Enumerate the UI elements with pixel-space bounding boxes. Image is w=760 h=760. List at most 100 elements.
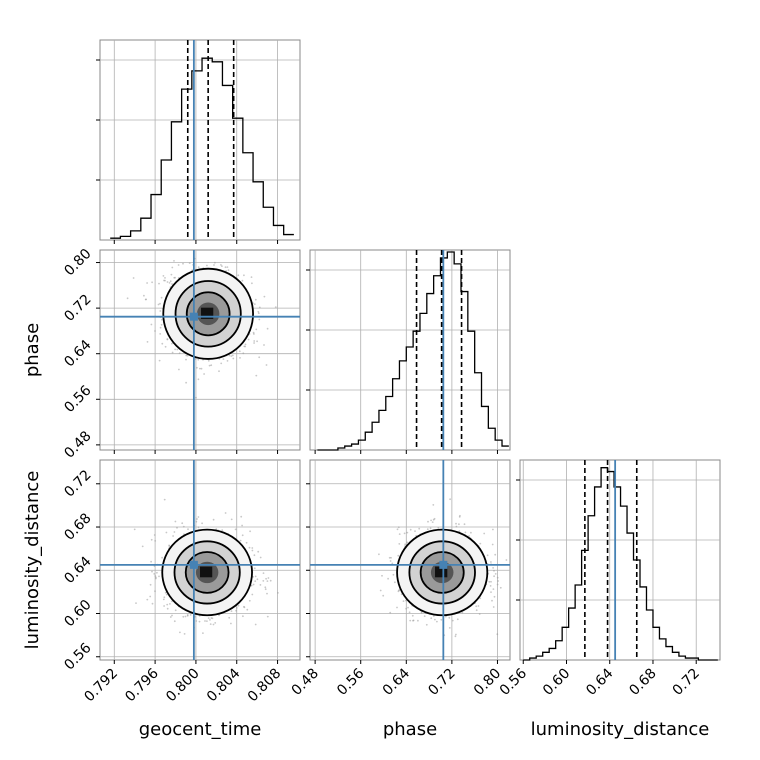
sample-point [479, 542, 482, 545]
sample-point [174, 609, 177, 612]
sample-point [247, 338, 250, 341]
sample-point [226, 360, 229, 362]
xtick-label-luminosity_distance-1: 0.60 [540, 666, 573, 699]
sample-point [195, 396, 197, 399]
sample-point [162, 598, 165, 601]
sample-point [258, 306, 261, 309]
sample-point [181, 522, 184, 525]
density-peak [200, 566, 213, 578]
sample-point [203, 373, 206, 375]
sample-point [150, 538, 153, 541]
sample-point [126, 297, 129, 300]
sample-point [143, 294, 145, 297]
sample-point [189, 614, 192, 616]
ytick-label-luminosity_distance-4: 0.72 [61, 467, 94, 500]
sample-point [207, 359, 210, 362]
sample-point [170, 273, 173, 276]
sample-point [405, 599, 407, 602]
sample-point [226, 266, 229, 268]
sample-point [505, 559, 508, 561]
sample-point [496, 583, 499, 586]
sample-point [218, 370, 220, 373]
sample-point [266, 592, 268, 595]
sample-point [156, 571, 158, 574]
xtick-label-phase-1: 0.56 [334, 665, 367, 698]
sample-point [162, 275, 165, 277]
sample-point [378, 553, 380, 556]
xtick-label-phase-0: 0.48 [289, 666, 322, 699]
sample-point [237, 274, 240, 277]
sample-point [133, 528, 136, 531]
histogram-luminosity_distance [523, 467, 718, 661]
sample-point [173, 260, 175, 262]
histogram-phase [317, 251, 509, 451]
sample-point [258, 318, 261, 321]
sample-point [169, 616, 172, 618]
sample-point [154, 330, 156, 332]
sample-point [426, 528, 429, 531]
sample-point [208, 364, 211, 367]
sample-point [164, 277, 166, 279]
sample-point [470, 531, 472, 534]
sample-point [182, 262, 184, 265]
sample-point [196, 518, 198, 520]
sample-point [164, 279, 166, 282]
sample-point [184, 615, 187, 618]
density-peak [435, 566, 448, 578]
sample-point [397, 526, 400, 529]
sample-point [186, 614, 189, 616]
sample-point [239, 357, 241, 359]
sample-point [197, 516, 200, 518]
sample-point [402, 600, 405, 602]
sample-point [201, 522, 204, 525]
sample-point [146, 282, 149, 284]
sample-point [197, 266, 200, 269]
sample-point [159, 326, 162, 329]
xtick-label-geocent_time-0: 0.792 [81, 666, 121, 706]
sample-point [171, 351, 174, 354]
xtick-label-luminosity_distance-0: 0.56 [497, 665, 530, 698]
sample-point [220, 362, 223, 365]
panel-frame-pair-phase-luminosity_distance [309, 459, 511, 661]
ytick-label-luminosity_distance-1: 0.60 [61, 597, 94, 630]
sample-point [243, 345, 246, 348]
sample-point [255, 374, 258, 377]
sample-point [265, 364, 268, 366]
xtick-label-geocent_time-2: 0.800 [163, 666, 203, 706]
sample-point [209, 619, 211, 621]
sample-point [183, 633, 186, 635]
sample-point [252, 583, 255, 586]
sample-point [429, 527, 432, 530]
sample-point [454, 635, 457, 638]
sample-point [262, 580, 265, 582]
sample-point [171, 283, 173, 285]
xtick-label-luminosity_distance-2: 0.64 [583, 665, 616, 698]
xlabel-luminosity-distance: luminosity_distance [531, 719, 710, 740]
sample-point [494, 573, 497, 575]
sample-point [262, 572, 265, 574]
sample-point [243, 274, 245, 277]
sample-point [230, 622, 232, 625]
sample-point [264, 588, 267, 591]
sample-point [490, 591, 492, 593]
sample-point [265, 577, 267, 580]
sample-point [132, 277, 135, 279]
sample-point [158, 282, 160, 285]
sample-point [388, 556, 391, 559]
sample-point [243, 605, 245, 608]
sample-point [250, 584, 253, 587]
sample-point [210, 364, 213, 367]
sample-point [253, 342, 256, 344]
sample-point [164, 345, 167, 348]
sample-point [406, 541, 409, 544]
sample-point [382, 594, 385, 597]
sample-point [491, 543, 494, 546]
sample-point [150, 560, 153, 563]
sample-point [174, 348, 177, 351]
sample-point [409, 619, 412, 622]
sample-point [425, 623, 428, 626]
sample-point [253, 567, 256, 570]
sample-point [207, 617, 210, 619]
xtick-label-geocent_time-3: 0.804 [204, 665, 244, 705]
sample-point [431, 521, 434, 523]
